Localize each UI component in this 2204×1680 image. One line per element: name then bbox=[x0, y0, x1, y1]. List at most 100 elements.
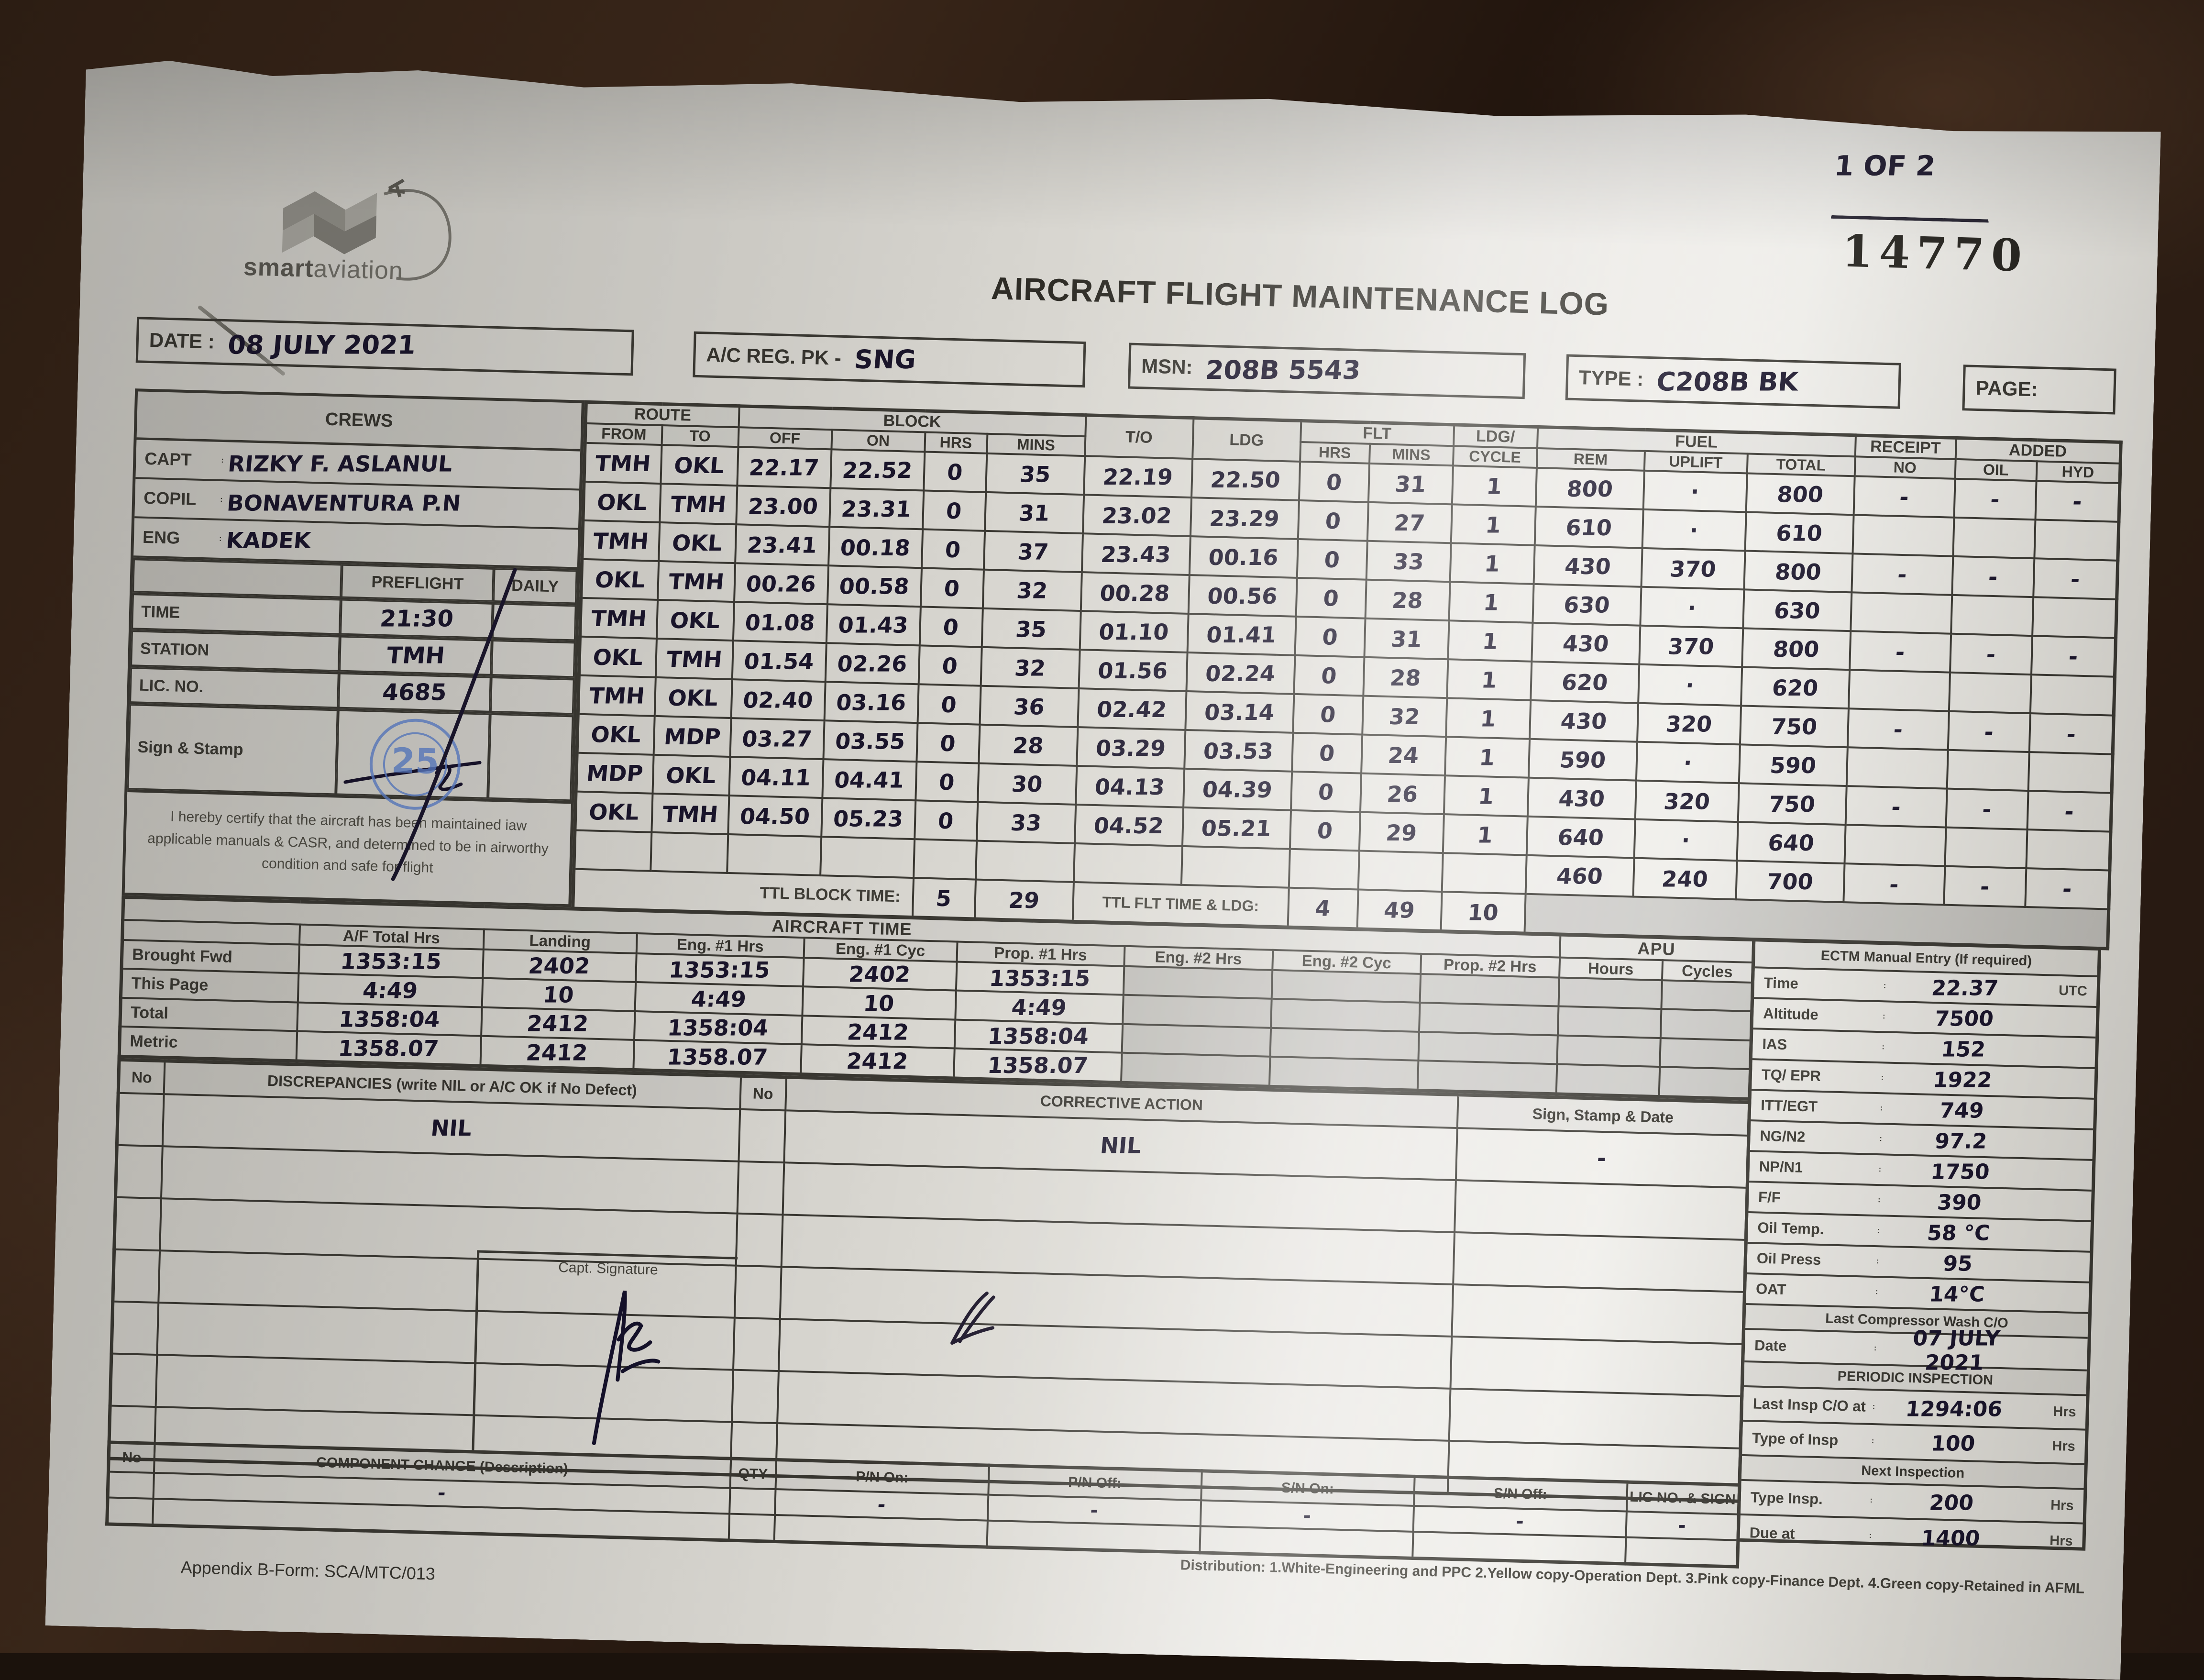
cell-from: OKL bbox=[577, 714, 654, 755]
form-serial-number: 14770 bbox=[1841, 225, 2029, 282]
cell-hyd: - bbox=[2031, 636, 2116, 677]
cell-hyd: - bbox=[2035, 481, 2120, 522]
ectm-rows: Time : 22.37 UTC Altitude : 7500 IAS : 1… bbox=[1746, 968, 2097, 1314]
cell-flt-hrs bbox=[1289, 849, 1359, 890]
cell-landing: 02.24 bbox=[1186, 652, 1295, 694]
daily-empty-cell bbox=[491, 640, 575, 678]
preflight-row-value: TMH bbox=[385, 642, 446, 669]
cell-landing: 22.50 bbox=[1191, 459, 1300, 500]
cell-cycle: 1 bbox=[1450, 543, 1534, 584]
colon: : bbox=[1883, 982, 1886, 990]
wash-date-label: Date bbox=[1754, 1337, 1787, 1355]
col-from: FROM bbox=[585, 423, 662, 445]
cell-takeoff: 04.13 bbox=[1076, 766, 1184, 807]
cell-mins: 32 bbox=[982, 570, 1081, 611]
cell-on: 02.26 bbox=[825, 643, 919, 684]
discrepancies-table: No DISCREPANCIES (write NIL or A/C OK if… bbox=[107, 1058, 1752, 1503]
at-af-total: 4:49 bbox=[298, 973, 482, 1007]
stamp-number: 25 bbox=[390, 740, 440, 782]
at-apu-hours bbox=[1557, 1035, 1661, 1067]
cell-cycle bbox=[1442, 853, 1526, 894]
colon: : bbox=[1877, 1227, 1880, 1235]
receipt-group-header: RECEIPT bbox=[1855, 435, 1956, 459]
cell-fuel-uplift: · bbox=[1638, 664, 1742, 706]
captain-signature bbox=[474, 1274, 737, 1453]
crew-role: COPIL bbox=[143, 487, 197, 509]
at-eng1-hrs: 4:49 bbox=[635, 982, 803, 1016]
cell-from: TMH bbox=[580, 598, 658, 639]
comp-qty-header: QTY bbox=[730, 1459, 776, 1489]
cell-oil: - bbox=[1944, 866, 2026, 907]
cell-cycle: 1 bbox=[1448, 620, 1532, 662]
cell-cycle: 1 bbox=[1444, 775, 1528, 817]
ectm-row-value: 1750 bbox=[1929, 1160, 1991, 1184]
cell-cycle: 1 bbox=[1447, 659, 1532, 700]
cell-receipt-no: - bbox=[1851, 553, 1953, 595]
cell-cycle: 1 bbox=[1443, 814, 1527, 855]
at-apu-hours bbox=[1558, 978, 1662, 1009]
ttl-block-hrs: 5 bbox=[912, 878, 975, 919]
disc-no-cell bbox=[113, 1249, 160, 1303]
aircraft-time-col-header: Cycles bbox=[1662, 960, 1753, 983]
at-eng1-cyc: 10 bbox=[802, 987, 956, 1020]
at-landing: 2412 bbox=[480, 1036, 634, 1070]
cell-to: TMH bbox=[660, 484, 737, 524]
cell-cycle: 1 bbox=[1446, 698, 1531, 739]
blue-stamp: 25 bbox=[368, 718, 462, 811]
ectm-row-unit bbox=[2038, 1051, 2085, 1053]
at-landing: 10 bbox=[482, 978, 635, 1011]
at-eng2-hrs bbox=[1123, 966, 1272, 999]
cell-to: TMH bbox=[658, 561, 735, 602]
cell-takeoff: 00.28 bbox=[1080, 572, 1189, 614]
cell-on: 04.41 bbox=[822, 759, 916, 800]
ectm-row-value: 152 bbox=[1940, 1037, 1987, 1062]
ectm-row-value: 58 °C bbox=[1926, 1221, 1991, 1246]
at-apu-hours bbox=[1557, 1006, 1661, 1038]
cell-takeoff bbox=[1073, 843, 1182, 885]
ttl-block-mins: 29 bbox=[974, 880, 1073, 922]
comp-no-header: No bbox=[108, 1442, 154, 1473]
cell-oil: - bbox=[1946, 789, 2028, 829]
cell-fuel-total: 750 bbox=[1740, 706, 1848, 747]
cell-takeoff: 23.02 bbox=[1083, 495, 1191, 536]
at-af-total: 1353:15 bbox=[298, 945, 483, 979]
colon: : bbox=[1882, 1012, 1885, 1021]
cell-fuel-uplift: 320 bbox=[1637, 703, 1741, 745]
cell-fuel-uplift: · bbox=[1640, 587, 1744, 629]
sign-cell bbox=[1455, 1180, 1748, 1240]
comp-no-cell bbox=[108, 1471, 154, 1498]
ac-reg-label: A/C REG. PK - bbox=[705, 343, 842, 369]
cell-fuel-total: 640 bbox=[1737, 822, 1845, 863]
crew-role: CAPT bbox=[144, 448, 192, 470]
cell-flt-hrs: 0 bbox=[1294, 655, 1364, 696]
ectm-row-value: 14°C bbox=[1928, 1282, 1986, 1306]
sign-cell bbox=[1453, 1232, 1746, 1292]
cell-mins bbox=[976, 841, 1075, 882]
cell-to: OKL bbox=[659, 522, 736, 563]
cell-takeoff: 04.52 bbox=[1075, 805, 1183, 846]
msn-box: MSN: 208B 5543 bbox=[1128, 343, 1526, 399]
ectm-row-value: 390 bbox=[1936, 1190, 1983, 1215]
cell-receipt-no bbox=[1846, 747, 1948, 788]
cell-takeoff: 01.10 bbox=[1080, 611, 1188, 652]
cell-flt-hrs: 0 bbox=[1297, 539, 1367, 580]
cell-takeoff: 01.56 bbox=[1079, 650, 1187, 691]
cell-fuel-uplift: 240 bbox=[1633, 858, 1737, 900]
ectm-panel: ECTM Manual Entry (If required) Time : 2… bbox=[1736, 938, 2101, 1551]
comp-pn-off-cell bbox=[987, 1521, 1200, 1553]
cell-landing: 04.39 bbox=[1183, 769, 1292, 810]
cell-mins: 36 bbox=[980, 686, 1079, 727]
ectm-row-unit bbox=[2035, 1143, 2083, 1145]
sign-stamp-cell: 25 bbox=[336, 710, 490, 799]
cell-hrs: 0 bbox=[916, 723, 980, 763]
col-hrs: HRS bbox=[925, 432, 987, 453]
cell-off: 01.08 bbox=[733, 602, 827, 643]
cell-landing: 03.53 bbox=[1184, 730, 1293, 772]
discrepancies-rows: NIL NIL - bbox=[109, 1093, 1749, 1502]
at-row-label: Brought Fwd bbox=[121, 940, 299, 973]
comp-lic-cell: - bbox=[1626, 1512, 1739, 1540]
cell-hrs: 0 bbox=[917, 684, 981, 724]
cell-on: 22.52 bbox=[830, 449, 925, 490]
ttl-flt-mins: 49 bbox=[1357, 889, 1442, 931]
next-type-value: 200 bbox=[1928, 1490, 1975, 1515]
